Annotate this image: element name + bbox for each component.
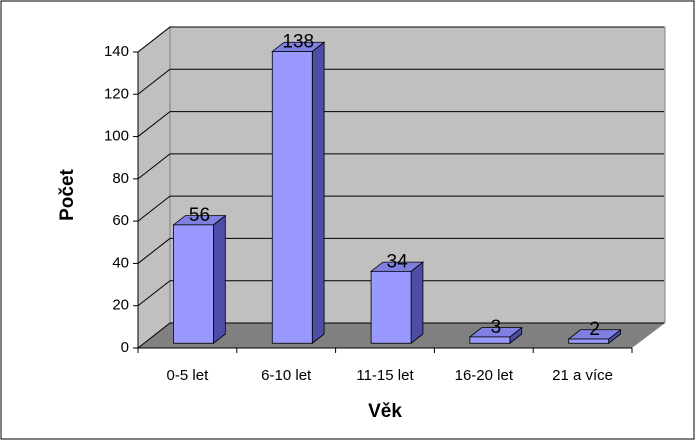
bar-side (410, 261, 424, 345)
bar (370, 270, 412, 344)
value-label: 2 (589, 319, 600, 340)
x-tick-label: 21 a více (552, 367, 613, 384)
bar-side (311, 41, 325, 345)
grid-line (137, 68, 664, 95)
x-axis-title: Věk (368, 401, 402, 422)
bar (173, 224, 214, 344)
y-tick-label: 100 (104, 128, 129, 145)
bar (271, 51, 313, 344)
y-axis-title: Počet (57, 168, 78, 220)
grid-line (137, 26, 664, 53)
x-tick-label: 16-20 let (455, 367, 514, 384)
grid-line (137, 237, 664, 264)
y-tick-label: 40 (112, 254, 129, 271)
bar (469, 336, 511, 344)
y-tick-label: 120 (104, 85, 129, 102)
y-tick-label: 140 (104, 43, 129, 60)
side-wall (137, 25, 171, 350)
value-label: 3 (491, 317, 502, 338)
bar-side (213, 214, 226, 345)
y-tick-label: 80 (112, 170, 129, 187)
y-tick-label: 20 (112, 297, 129, 314)
value-label: 34 (387, 251, 409, 272)
y-tick-label: 60 (112, 212, 129, 229)
grid-line (137, 195, 664, 222)
y-tick-label: 0 (121, 339, 129, 356)
grid-line (137, 153, 664, 180)
x-tick-label: 11-15 let (356, 367, 414, 384)
value-label: 56 (189, 205, 210, 226)
x-tick-label: 6-10 let (261, 367, 312, 384)
grid-line (137, 111, 664, 137)
value-label: 138 (282, 31, 314, 52)
grid-line (137, 280, 664, 307)
bar (568, 338, 610, 344)
grid-line (137, 322, 664, 349)
x-tick-label: 0-5 let (167, 367, 210, 384)
